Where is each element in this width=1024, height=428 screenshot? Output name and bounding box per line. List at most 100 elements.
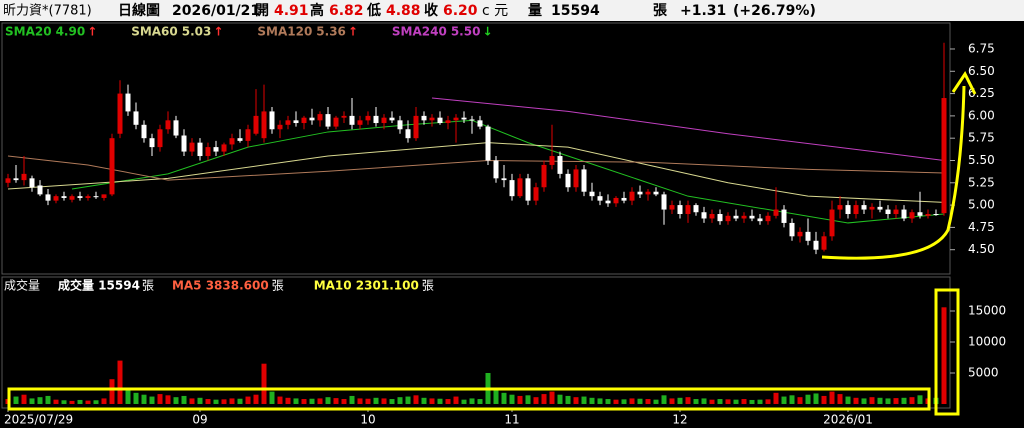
legend-value: 5.50 [451,25,481,39]
volume-bar [773,392,779,404]
volume-bar [901,397,907,404]
volume-bar [765,399,771,404]
volume-bar [645,399,651,404]
legend-arrow: ↑ [213,25,223,39]
candle-body [485,126,491,161]
candle-body [181,135,187,152]
volume-bar [253,394,259,404]
candle-body [877,206,883,210]
legend-name: SMA240 [392,25,447,39]
volume-bar [117,360,123,404]
volume-bar [285,397,291,404]
candle-body [581,169,587,192]
candle-body [909,212,915,219]
change: +1.31 [680,3,726,19]
volume-bar [221,399,227,404]
candle-body [357,120,363,125]
candle-body [893,209,899,215]
candle-body [93,196,99,198]
candle-body [461,117,467,120]
candle-body [821,236,827,250]
header-bar [0,0,1024,21]
legend-unit: 張 [422,279,434,293]
open-label: 開 [255,3,269,19]
candle-body [853,205,859,215]
volume-bar [45,395,51,404]
candle-body [141,124,147,139]
volume-bar [21,394,27,404]
volume-bar [501,392,507,404]
low-label: 低 [366,2,381,19]
candle-body [781,209,787,223]
volume-bar [437,398,443,404]
y-tick-label: 4.75 [968,220,995,234]
candle-body [813,240,819,250]
candle-body [901,209,907,219]
volume-bar [877,397,883,404]
volume-bar [165,395,171,404]
volume-bar [141,394,147,404]
candle-body [701,212,707,219]
candle-body [309,117,315,121]
y-tick-label: 6.00 [968,108,995,122]
sma-line [71,119,945,224]
volume-bar [277,396,283,404]
volume-bar [93,400,99,404]
candle-body [557,156,563,174]
volume-bar [421,397,427,404]
candle-body [597,196,603,201]
volume-bar [781,396,787,404]
legend-value: 4.90 [56,25,86,39]
volume-bar [453,396,459,404]
candle-body [541,164,547,188]
volume-bar [893,398,899,404]
candle-body [837,205,843,210]
volume-bar [61,400,67,404]
candle-body [501,178,507,181]
candle-body [277,124,283,130]
volume-bar [37,397,43,404]
y-tick-label: 5.50 [968,153,995,167]
volume-bar [789,395,795,404]
volume-bar [613,399,619,404]
candle-body [333,117,339,127]
candle-body [253,115,259,134]
volume-bar [861,398,867,404]
candle-body [669,205,675,210]
legend-arrow: ↑ [87,25,97,39]
volume-bar [917,395,923,404]
candle-body [37,185,43,195]
volume-bar [445,399,451,404]
x-tick-label: 12 [672,413,687,427]
volume-bar [181,395,187,404]
volume-bar [133,392,139,404]
volume-unit: 張 [653,3,668,19]
x-tick-label: 2026/01 [823,413,873,427]
volume-bar [597,398,603,404]
candle-body [789,222,795,237]
candle-body [717,214,723,222]
volume-title: 成交量 [4,278,40,293]
x-tick-label: 11 [504,413,519,427]
volume-bar [205,399,211,404]
candle-body [885,209,891,215]
volume-bar [701,398,707,404]
candle-body [565,173,571,188]
candle-body [493,160,499,179]
candle-body [709,214,715,219]
volume-bar [629,398,635,404]
candle-body [453,117,459,121]
volume-bar [397,397,403,404]
candle-body [693,205,699,213]
volume-bar [669,398,675,404]
volume-bar [237,398,243,404]
legend-unit: 張 [142,279,154,293]
volume-bar [693,399,699,404]
high: 6.82 [329,3,364,19]
candle-body [933,214,939,216]
volume-bar [373,397,379,404]
candle-body [637,191,643,195]
volume-bar [797,397,803,404]
candle-body [261,111,267,139]
candle-body [573,169,579,188]
